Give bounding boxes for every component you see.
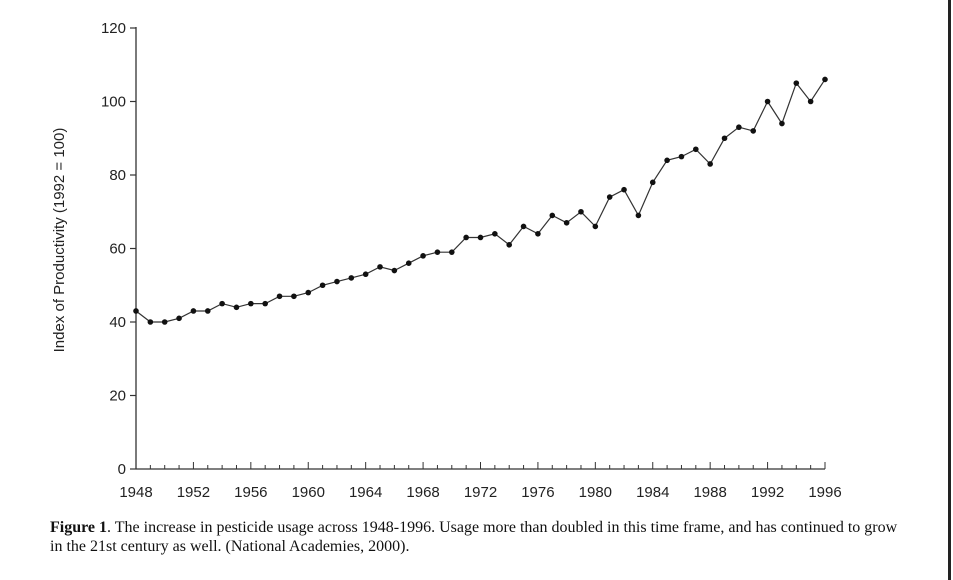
data-point xyxy=(793,80,800,86)
data-point xyxy=(606,194,613,200)
data-point xyxy=(807,98,814,105)
data-point xyxy=(492,231,498,237)
data-point xyxy=(693,146,699,153)
y-tick-label: 0 xyxy=(118,461,126,478)
data-point xyxy=(233,304,240,311)
data-point xyxy=(161,319,168,325)
x-tick-label: 1956 xyxy=(234,484,267,501)
data-point xyxy=(578,208,584,215)
data-point xyxy=(635,212,642,219)
data-point xyxy=(291,293,297,300)
x-tick-label: 1964 xyxy=(349,484,382,501)
x-tick-label: 1984 xyxy=(636,484,669,501)
data-point xyxy=(463,234,469,241)
data-point xyxy=(664,157,670,164)
figure-caption: Figure 1. The increase in pesticide usag… xyxy=(50,518,910,556)
x-tick-label: 1980 xyxy=(579,484,612,501)
data-point xyxy=(750,128,757,134)
data-point xyxy=(334,278,340,285)
x-tick-label: 1976 xyxy=(521,484,554,501)
chart-ticks: 0 20 40 60 80 100 120 1948 1952 1956 1960 1964 1968 1… xyxy=(101,20,842,501)
caption-label: Figure 1 xyxy=(50,519,108,536)
x-tick-label: 1992 xyxy=(751,484,784,501)
data-point xyxy=(649,179,656,186)
y-tick-label: 120 xyxy=(101,20,126,37)
data-point xyxy=(506,242,513,248)
y-tick-label: 80 xyxy=(109,167,126,184)
data-point xyxy=(549,212,556,219)
data-point xyxy=(621,186,627,193)
data-point xyxy=(535,231,541,237)
data-point xyxy=(779,120,785,127)
data-point xyxy=(248,300,254,307)
data-point xyxy=(362,271,369,278)
data-point xyxy=(736,124,742,131)
data-point xyxy=(319,282,326,289)
chart-series xyxy=(133,76,828,325)
x-tick-label: 1948 xyxy=(119,484,152,501)
data-point xyxy=(262,300,268,307)
data-point xyxy=(405,260,412,267)
data-point xyxy=(133,308,139,314)
data-point xyxy=(276,293,283,300)
data-point xyxy=(377,264,383,270)
data-point xyxy=(176,315,182,322)
data-point xyxy=(219,300,225,307)
data-point xyxy=(678,153,685,160)
x-tick-label: 1968 xyxy=(406,484,439,501)
y-tick-label: 20 xyxy=(109,388,126,405)
data-point xyxy=(204,308,211,314)
data-point xyxy=(348,275,355,281)
chart-axes xyxy=(135,27,825,470)
series-line xyxy=(135,79,826,323)
data-point xyxy=(764,98,771,105)
data-point xyxy=(434,249,441,255)
data-point xyxy=(563,219,570,226)
y-tick-label: 60 xyxy=(109,241,126,258)
data-point xyxy=(592,223,599,230)
data-point xyxy=(707,161,713,167)
data-point xyxy=(477,234,484,241)
data-point xyxy=(190,308,197,314)
x-tick-label: 1988 xyxy=(693,484,726,501)
data-point xyxy=(721,135,728,142)
y-axis-label: Index of Productivity (1992 = 100) xyxy=(51,128,68,353)
caption-text: . The increase in pesticide usage across… xyxy=(50,519,898,555)
x-tick-label: 1952 xyxy=(177,484,210,501)
data-point xyxy=(448,249,455,255)
data-point xyxy=(822,76,828,83)
y-tick-label: 100 xyxy=(101,94,126,111)
x-tick-label: 1996 xyxy=(808,484,841,501)
data-point xyxy=(305,289,312,296)
line-chart: 0 20 40 60 80 100 120 1948 1952 1956 1960 1964 1968 1… xyxy=(51,20,842,501)
right-border xyxy=(948,0,951,580)
x-tick-label: 1972 xyxy=(464,484,497,501)
x-tick-label: 1960 xyxy=(292,484,325,501)
data-point xyxy=(391,267,398,274)
data-point xyxy=(147,319,154,325)
data-point xyxy=(420,253,426,259)
data-point xyxy=(520,223,527,230)
y-tick-label: 40 xyxy=(109,314,126,331)
